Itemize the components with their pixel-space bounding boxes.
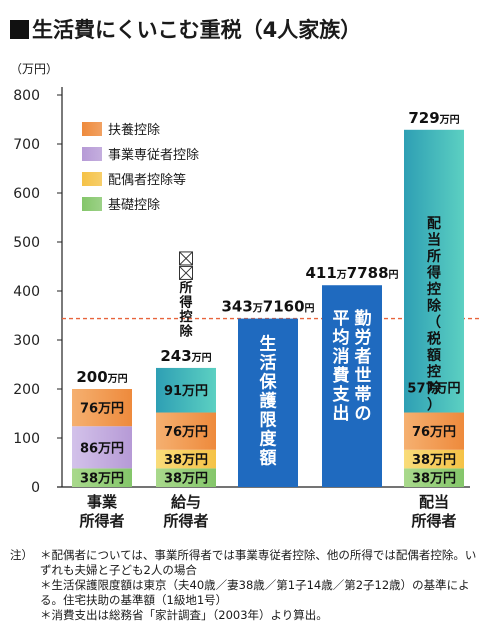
segment-value-label: 76万円 bbox=[80, 402, 124, 417]
legend-label: 配偶者控除等 bbox=[108, 173, 187, 188]
bar-vertical-label: 勤労者世帯の bbox=[354, 309, 372, 424]
y-tick-label: 300 bbox=[13, 333, 40, 349]
y-tick-label: 200 bbox=[13, 382, 40, 398]
annotation-box-cross bbox=[179, 251, 193, 266]
legend-item-kiso: 基礎控除 bbox=[82, 191, 199, 216]
segment-value-label: 38万円 bbox=[412, 472, 456, 487]
legend-item-jigyo: 事業専従者控除 bbox=[82, 141, 199, 166]
legend-item-fuyou: 扶養控除 bbox=[82, 116, 199, 141]
footnote-row: ＊生活保護限度額は東京（夫40歳／妻38歳／第1子14歳／第2子12歳）の基準に… bbox=[10, 578, 486, 608]
footnote-head bbox=[10, 578, 40, 608]
bar-segment bbox=[404, 449, 464, 469]
legend-swatch bbox=[82, 121, 102, 136]
title-square-icon bbox=[10, 20, 29, 39]
bar-segment-blue bbox=[238, 318, 298, 487]
footnote-head: 注） bbox=[10, 548, 33, 562]
bar-total-label: 343万7160円 bbox=[221, 298, 314, 316]
segment-value-label: 38万円 bbox=[412, 453, 456, 468]
category-label: 配当 所得者 bbox=[411, 493, 457, 530]
segment-value-label: 38万円 bbox=[164, 472, 208, 487]
footnote-text: ＊消費支出は総務省「家計調査」（2003年）より算出。 bbox=[40, 608, 328, 622]
bar-total-label: 411万7788円 bbox=[305, 264, 398, 282]
bar-segment bbox=[72, 426, 132, 469]
bar-segment bbox=[404, 412, 464, 450]
segment-value-label: 38万円 bbox=[164, 453, 208, 468]
footnote-row: ＊消費支出は総務省「家計調査」（2003年）より算出。 bbox=[10, 608, 486, 623]
bar-vertical-label: 平均消費支出 bbox=[333, 309, 351, 424]
footnote-text: ＊生活保護限度額は東京（夫40歳／妻38歳／第1子14歳／第2子12歳）の基準に… bbox=[40, 578, 470, 607]
y-tick-label: 0 bbox=[31, 480, 40, 496]
y-tick-label: 400 bbox=[13, 284, 40, 300]
bar-vertical-label: 生活保護限度額 bbox=[259, 334, 278, 469]
y-tick-label: 100 bbox=[13, 431, 40, 447]
bar-total-label: 243万円 bbox=[160, 347, 211, 365]
annotation-box-icon bbox=[179, 251, 193, 266]
bar-total-label: 200万円 bbox=[76, 368, 127, 386]
category-label: 給与 所得者 bbox=[163, 493, 209, 530]
bar-segment bbox=[404, 468, 464, 487]
stacked-bar-chart: 0 100 200 300 400 500 600 700 800 38万円 86万円 76万円 200… bbox=[13, 87, 482, 496]
chart-title-text: 生活費にくいこむ重税（4人家族） bbox=[32, 18, 362, 42]
chart-title: 生活費にくいこむ重税（4人家族） bbox=[10, 14, 361, 44]
segment-value-label: 38万円 bbox=[80, 472, 124, 487]
legend-item-haigusha: 配偶者控除等 bbox=[82, 166, 199, 191]
bar-segment bbox=[156, 367, 216, 413]
bar-top-annotation: 所得控除 bbox=[178, 280, 193, 340]
bar-segment bbox=[156, 468, 216, 487]
footnote-text: ＊配偶者については、事業所得者では事業専従者控除、他の所得では配偶者控除。いずれ… bbox=[40, 548, 477, 577]
bar-total-label: 729万円 bbox=[408, 109, 459, 127]
segment-value-label: 577万円 bbox=[407, 382, 460, 397]
bar-segment bbox=[72, 468, 132, 487]
bar-segment bbox=[404, 129, 464, 413]
bar-segment bbox=[156, 412, 216, 450]
segment-value-label: 86万円 bbox=[80, 441, 124, 456]
footnote-row: 注） ＊配偶者については、事業所得者では事業専従者控除、他の所得では配偶者控除。い… bbox=[10, 548, 486, 578]
annotation-box-cross bbox=[179, 266, 193, 280]
y-tick-label: 600 bbox=[13, 186, 40, 202]
segment-value-label: 91万円 bbox=[164, 384, 208, 399]
legend-label: 扶養控除 bbox=[108, 123, 161, 138]
category-label: 事業 所得者 bbox=[79, 493, 125, 530]
legend-swatch bbox=[82, 146, 102, 161]
bar-vertical-caption: 配当所得控除（税額控除） bbox=[426, 216, 442, 414]
y-tick-label: 500 bbox=[13, 235, 40, 251]
y-tick-label: 800 bbox=[13, 88, 40, 104]
footnote-head bbox=[10, 608, 40, 623]
y-tick-label: 700 bbox=[13, 137, 40, 153]
footnotes: 注） ＊配偶者については、事業所得者では事業専従者控除、他の所得では配偶者控除。い… bbox=[10, 548, 486, 623]
legend-swatch bbox=[82, 196, 102, 211]
segment-value-label: 76万円 bbox=[164, 425, 208, 440]
segment-value-label: 76万円 bbox=[412, 425, 456, 440]
legend-swatch bbox=[82, 171, 102, 186]
legend: 扶養控除 事業専従者控除 配偶者控除等 基礎控除 bbox=[82, 116, 199, 216]
y-axis-unit-label: （万円） bbox=[10, 62, 59, 76]
legend-label: 事業専従者控除 bbox=[108, 148, 200, 163]
bar-segment-blue bbox=[322, 285, 382, 487]
annotation-box-icon bbox=[179, 265, 193, 280]
legend-label: 基礎控除 bbox=[108, 198, 161, 213]
bar-segment bbox=[156, 449, 216, 469]
bar-segment bbox=[72, 389, 132, 427]
